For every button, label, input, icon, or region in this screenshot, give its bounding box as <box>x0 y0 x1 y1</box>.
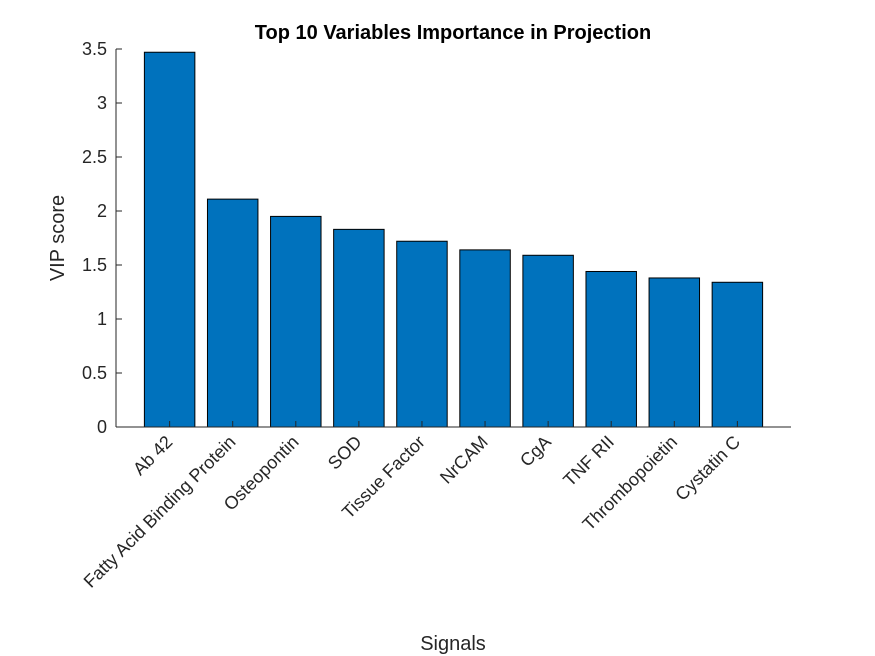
x-axis-label: Signals <box>420 633 486 655</box>
bar-8 <box>585 270 637 428</box>
chart-title: Top 10 Variables Importance in Projectio… <box>255 22 651 44</box>
bars-group <box>143 51 764 428</box>
x-tick-label: Ab 42 <box>129 432 176 479</box>
bar-5 <box>396 240 448 428</box>
bar-4 <box>333 228 385 428</box>
y-tick-label: 2 <box>97 201 107 221</box>
y-tick-label: 0 <box>97 417 107 437</box>
bar-7 <box>522 254 574 428</box>
axes-group <box>115 49 791 428</box>
y-tick-label: 3.5 <box>82 39 107 59</box>
bar-2 <box>206 198 259 428</box>
y-tick-label: 1.5 <box>82 255 107 275</box>
bar-1 <box>143 51 196 428</box>
y-ticks-group: 0 0.5 1 1.5 2 2.5 3 3.5 <box>82 39 122 437</box>
y-tick-label: 3 <box>97 93 107 113</box>
bar-10 <box>711 281 764 428</box>
bar-6 <box>459 249 511 428</box>
x-tick-label: NrCAM <box>436 432 492 488</box>
x-tick-label: CgA <box>516 432 555 471</box>
y-axis-label: VIP score <box>47 195 69 281</box>
x-tick-label: SOD <box>324 432 366 474</box>
bar-3 <box>270 215 322 428</box>
y-tick-label: 2.5 <box>82 147 107 167</box>
y-tick-label: 1 <box>97 309 107 329</box>
y-tick-label: 0.5 <box>82 363 107 383</box>
x-tick-label: Cystatin C <box>671 432 744 505</box>
bar-9 <box>648 277 701 428</box>
x-tick-label: TNF RII <box>559 432 618 491</box>
